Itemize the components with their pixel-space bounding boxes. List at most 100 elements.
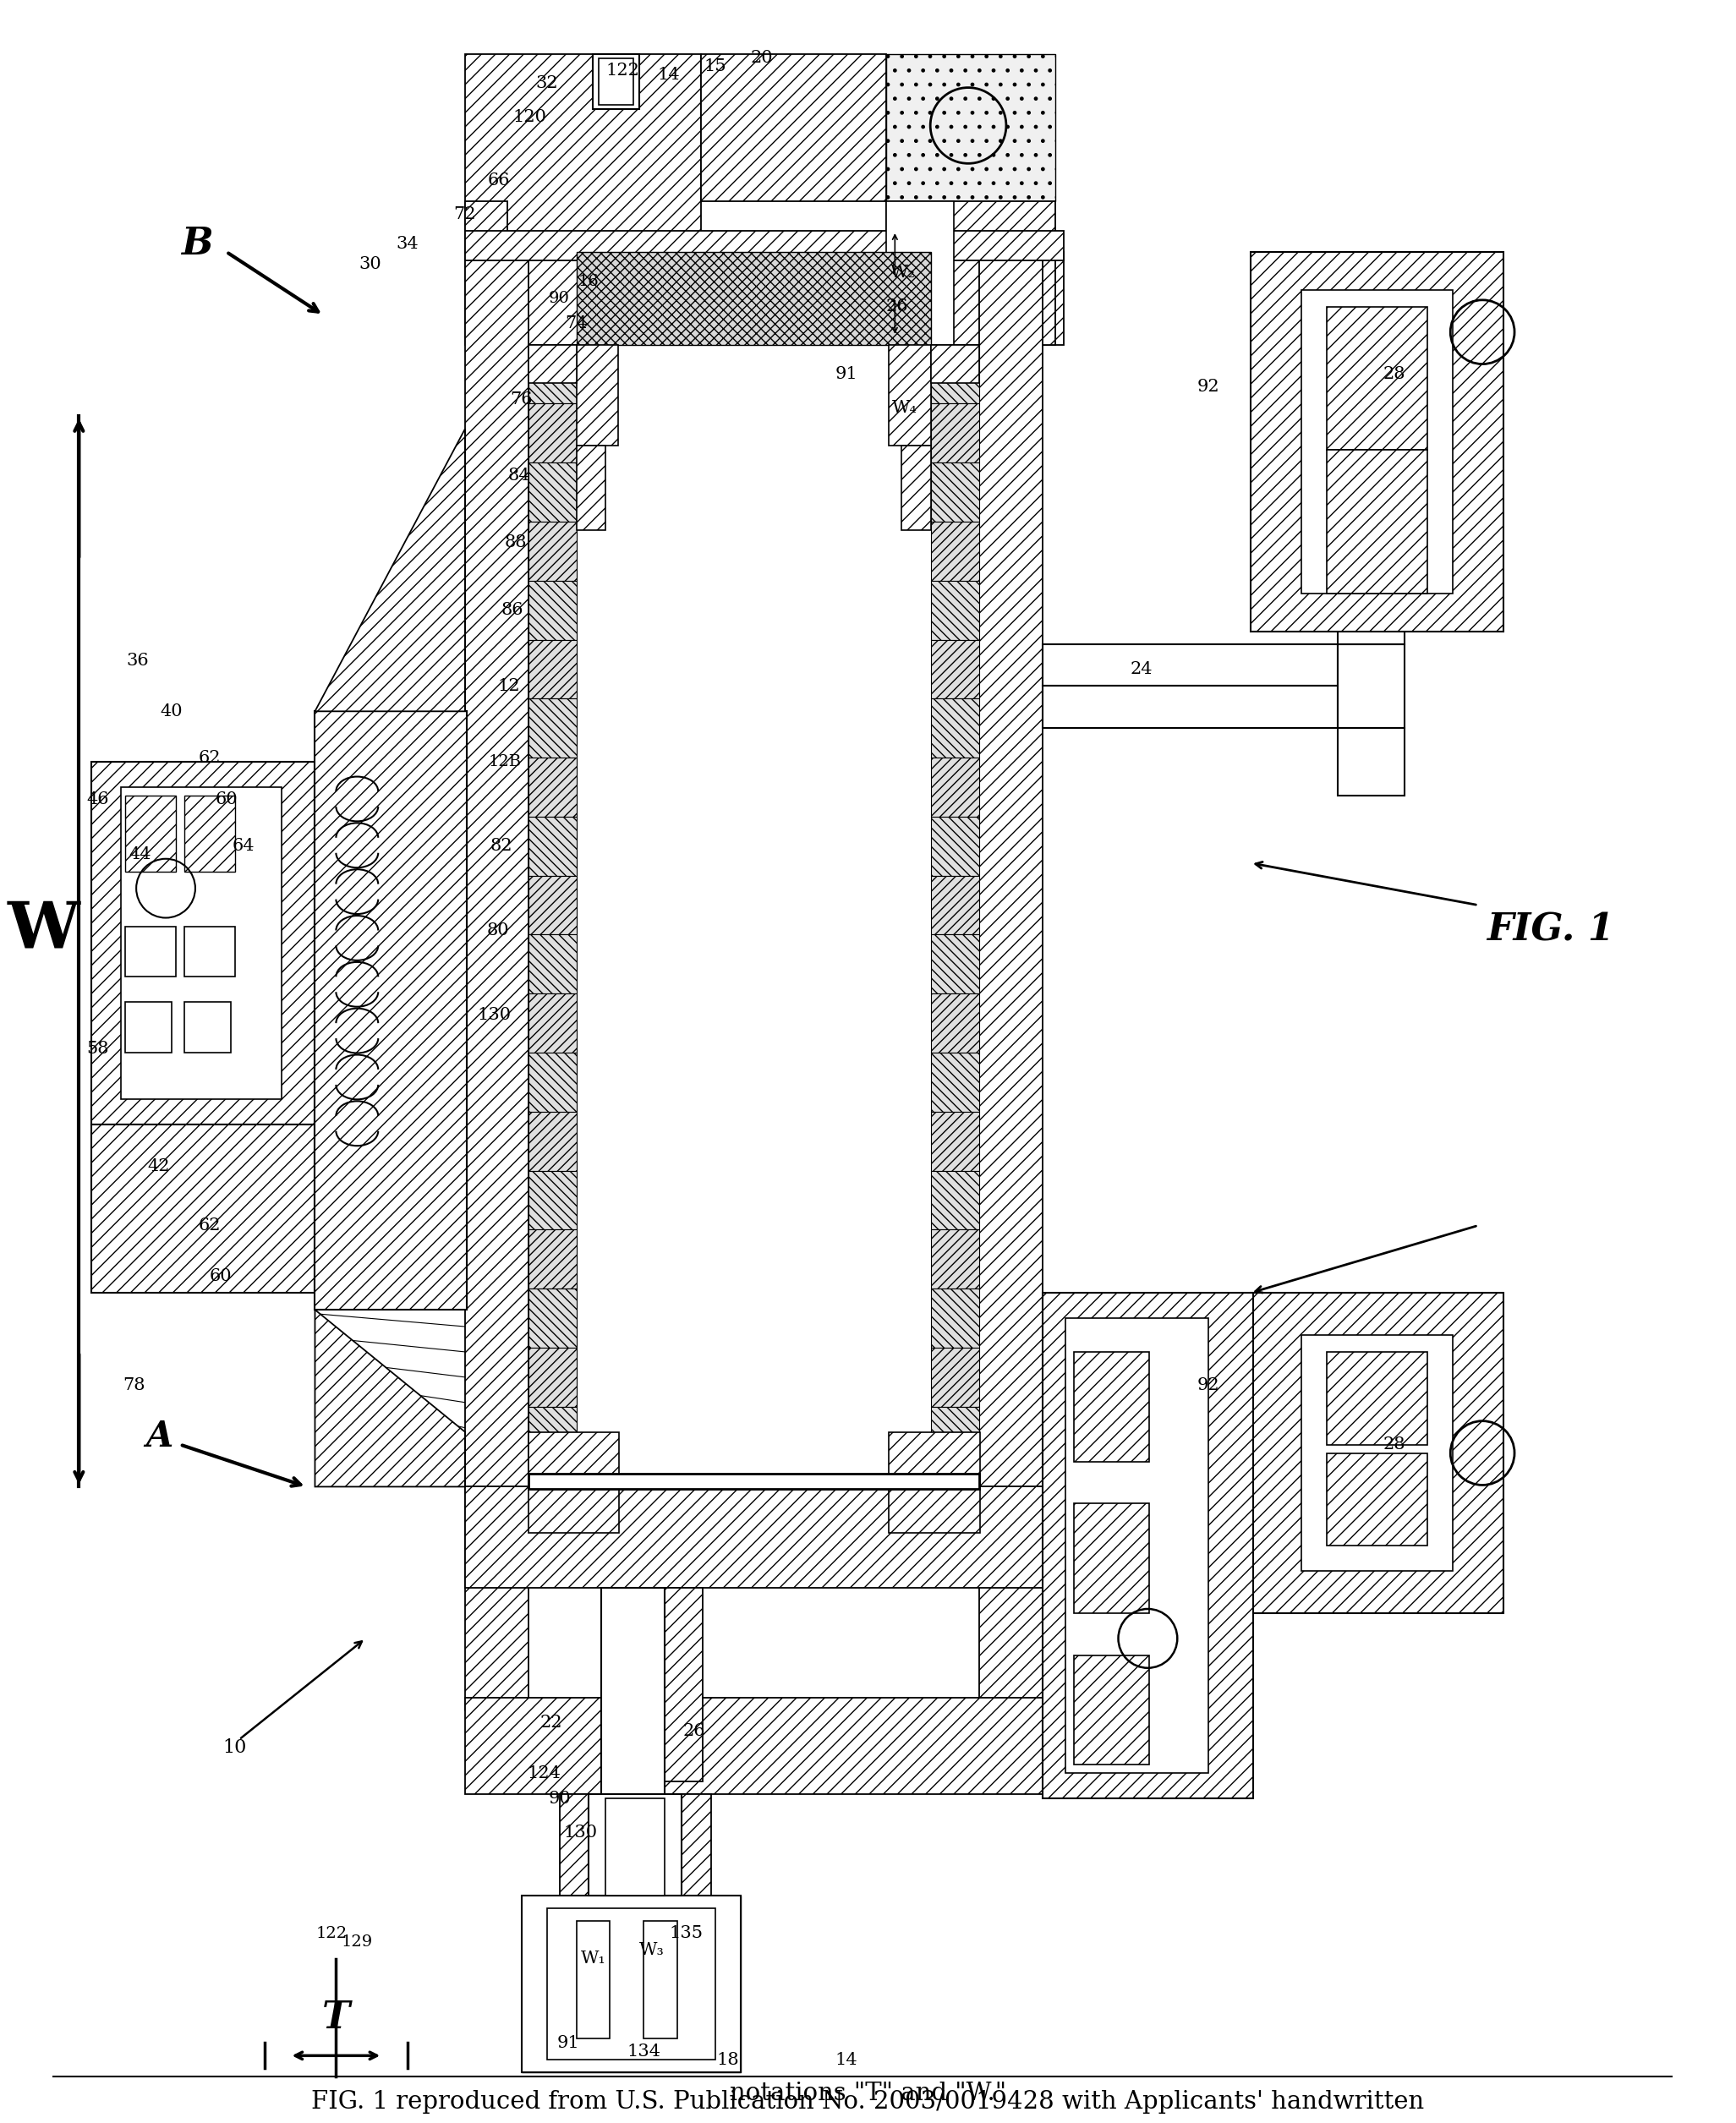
Bar [528, 1053, 576, 1112]
Bar [528, 1170, 576, 1229]
Text: 36: 36 [127, 652, 149, 669]
Bar [1302, 291, 1453, 592]
Bar [521, 1896, 741, 2072]
Bar [930, 1348, 979, 1408]
Text: 18: 18 [717, 2051, 740, 2068]
Bar [930, 344, 979, 382]
Text: T: T [321, 2000, 351, 2036]
Text: 90: 90 [549, 291, 569, 306]
Text: 90: 90 [549, 1790, 571, 1807]
Bar [528, 1486, 620, 1533]
Bar [1250, 253, 1503, 631]
Bar [930, 817, 979, 875]
Text: 28: 28 [1384, 365, 1404, 382]
Bar [528, 582, 576, 639]
Bar [92, 762, 314, 1125]
Text: 122: 122 [606, 64, 639, 79]
Bar [979, 253, 1042, 1709]
Text: 28: 28 [1384, 1437, 1404, 1452]
Text: 124: 124 [528, 1764, 561, 1781]
Text: 26: 26 [885, 299, 908, 314]
Bar [92, 1125, 314, 1293]
Bar [314, 711, 467, 1310]
Text: A: A [146, 1418, 172, 1454]
Bar [465, 231, 1064, 261]
Text: 92: 92 [1198, 378, 1220, 395]
Text: W₃: W₃ [639, 1943, 665, 1957]
Bar [887, 202, 953, 344]
Text: 122: 122 [316, 1926, 347, 1940]
Bar [701, 53, 887, 202]
Bar [930, 934, 979, 994]
Text: 91: 91 [835, 365, 858, 382]
Bar [930, 582, 979, 639]
Text: 42: 42 [148, 1159, 170, 1174]
Bar [559, 1794, 712, 1896]
Bar [930, 758, 979, 817]
Bar [1326, 1452, 1427, 1546]
Bar [930, 1053, 979, 1112]
Text: 62: 62 [198, 1216, 220, 1233]
Text: notations "T" and "W.": notations "T" and "W." [729, 2083, 1007, 2106]
Text: 130: 130 [564, 1824, 597, 1841]
Text: 20: 20 [750, 51, 773, 66]
Bar [92, 1125, 314, 1293]
Bar [528, 1431, 620, 1486]
Bar [930, 875, 979, 934]
Text: 22: 22 [540, 1715, 562, 1730]
Text: 60: 60 [215, 792, 238, 809]
Text: 30: 30 [358, 257, 382, 272]
Bar [465, 53, 701, 253]
Bar [528, 758, 576, 817]
Bar [889, 344, 930, 446]
Bar [930, 1229, 979, 1289]
Bar [1337, 577, 1404, 643]
Text: 14: 14 [658, 68, 681, 83]
Text: 60: 60 [210, 1267, 233, 1284]
Text: 58: 58 [87, 1040, 109, 1057]
Bar [930, 1408, 979, 1465]
Text: 76: 76 [510, 391, 533, 408]
Bar [92, 762, 314, 1125]
Text: FIG. 1: FIG. 1 [1486, 913, 1614, 949]
Bar [930, 522, 979, 582]
Bar [930, 994, 979, 1053]
Bar [576, 446, 606, 531]
Bar [930, 698, 979, 758]
Bar [1337, 643, 1404, 728]
Text: W₂: W₂ [891, 265, 917, 280]
Text: W₁: W₁ [580, 1951, 606, 1966]
Text: 64: 64 [233, 839, 255, 853]
Bar [528, 1473, 979, 1488]
Bar [547, 1909, 715, 2059]
Bar [1042, 643, 1337, 686]
Bar [1042, 1293, 1253, 1798]
Text: 91: 91 [557, 2036, 580, 2051]
Bar [1337, 728, 1404, 796]
Bar [930, 344, 979, 403]
Text: 15: 15 [705, 59, 727, 74]
Text: 129: 129 [342, 1934, 373, 1949]
Bar [1073, 1656, 1149, 1764]
Text: 46: 46 [87, 792, 109, 809]
Bar [1042, 1293, 1253, 1798]
Bar [184, 926, 234, 977]
Text: 14: 14 [835, 2051, 858, 2068]
Text: B: B [181, 225, 214, 261]
Bar [184, 796, 234, 870]
Bar [930, 403, 979, 463]
Bar [528, 1112, 576, 1170]
Text: 26: 26 [682, 1724, 705, 1739]
Text: 84: 84 [507, 467, 529, 484]
Bar [528, 344, 576, 382]
Bar [465, 253, 1064, 344]
Bar [1066, 1318, 1208, 1773]
Bar [589, 1794, 682, 1896]
Bar [889, 1486, 981, 1533]
Bar [1042, 686, 1337, 728]
Polygon shape [314, 429, 465, 711]
Text: 120: 120 [514, 108, 547, 125]
Bar [528, 639, 576, 698]
Bar [901, 446, 930, 531]
Text: 16: 16 [578, 274, 599, 289]
